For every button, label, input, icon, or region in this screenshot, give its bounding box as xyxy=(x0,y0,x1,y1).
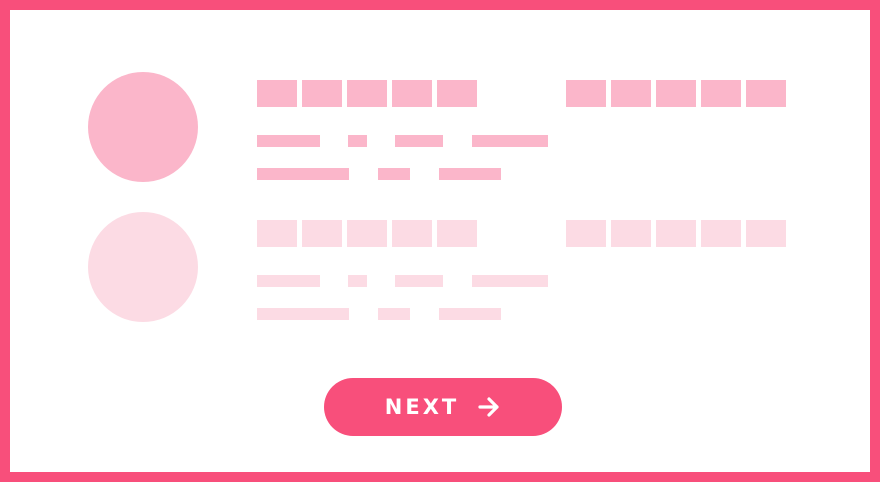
text-line-placeholder xyxy=(257,135,320,147)
value-placeholder-block xyxy=(566,220,606,247)
arrow-right-icon xyxy=(478,397,499,417)
skeleton-card xyxy=(0,72,880,212)
value-placeholder-block xyxy=(566,80,606,107)
text-line-placeholder xyxy=(257,308,349,320)
next-button-label: NEXT xyxy=(384,395,460,419)
avatar-placeholder xyxy=(88,212,198,322)
text-line-placeholder xyxy=(348,135,367,147)
title-placeholder-block xyxy=(392,220,432,247)
text-line-placeholder xyxy=(395,275,443,287)
title-placeholder-block xyxy=(302,80,342,107)
text-line-placeholder xyxy=(257,275,320,287)
avatar-placeholder xyxy=(88,72,198,182)
title-placeholder-block xyxy=(257,80,297,107)
text-line-placeholder xyxy=(257,168,349,180)
text-line-placeholder xyxy=(395,135,443,147)
next-button[interactable]: NEXT xyxy=(324,378,562,436)
title-placeholder-block xyxy=(392,80,432,107)
title-placeholder-block xyxy=(257,220,297,247)
value-placeholder-block xyxy=(656,220,696,247)
title-placeholder-block xyxy=(347,80,387,107)
title-placeholder-block xyxy=(302,220,342,247)
skeleton-card xyxy=(0,212,880,352)
title-placeholder-block xyxy=(347,220,387,247)
text-line-placeholder xyxy=(472,135,548,147)
value-placeholder-block xyxy=(746,80,786,107)
value-placeholder-block xyxy=(701,220,741,247)
title-placeholder-block xyxy=(437,80,477,107)
value-placeholder-block xyxy=(746,220,786,247)
value-placeholder-block xyxy=(611,220,651,247)
value-placeholder-block xyxy=(701,80,741,107)
title-placeholder-block xyxy=(437,220,477,247)
text-line-placeholder xyxy=(472,275,548,287)
text-line-placeholder xyxy=(378,168,410,180)
text-line-placeholder xyxy=(378,308,410,320)
text-line-placeholder xyxy=(439,308,501,320)
text-line-placeholder xyxy=(348,275,367,287)
text-line-placeholder xyxy=(439,168,501,180)
value-placeholder-block xyxy=(611,80,651,107)
value-placeholder-block xyxy=(656,80,696,107)
